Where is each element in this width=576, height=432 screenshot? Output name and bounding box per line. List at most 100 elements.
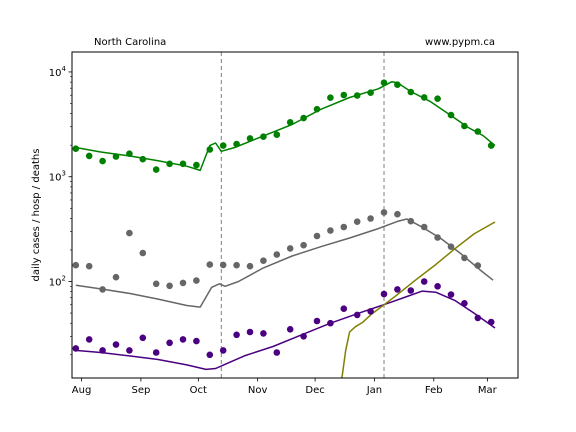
cases-point-15 bbox=[273, 131, 281, 138]
deaths-point-13 bbox=[246, 328, 254, 336]
cases-point-9 bbox=[193, 161, 200, 169]
x-tick-label-4: Dec bbox=[305, 385, 324, 396]
hospitalized-point-12 bbox=[233, 261, 240, 269]
hospitalized-point-8 bbox=[179, 279, 187, 287]
hospitalized-point-0 bbox=[72, 261, 80, 269]
hospitalized-point-29 bbox=[461, 254, 468, 262]
cases-point-8 bbox=[179, 160, 187, 168]
hospitalized-point-13 bbox=[246, 262, 254, 270]
deaths-point-9 bbox=[193, 337, 200, 345]
deaths-point-11 bbox=[219, 347, 227, 354]
x-tick-label-2: Oct bbox=[190, 385, 207, 396]
deaths-point-18 bbox=[313, 317, 321, 325]
data-layer bbox=[72, 52, 496, 378]
x-tick-label-6: Feb bbox=[425, 385, 443, 396]
hospitalized-point-1 bbox=[85, 262, 93, 270]
hospitalized-point-5 bbox=[139, 249, 147, 257]
deaths-point-23 bbox=[380, 290, 388, 298]
deaths-point-3 bbox=[112, 341, 120, 348]
deaths-point-20 bbox=[340, 305, 348, 313]
cases-point-3 bbox=[112, 153, 120, 160]
cases-point-5 bbox=[139, 155, 147, 163]
hospitalized-point-26 bbox=[420, 223, 428, 231]
cases-point-30 bbox=[474, 128, 482, 135]
deaths-point-1 bbox=[85, 336, 93, 343]
y-tick-label-2: 104 bbox=[49, 65, 67, 79]
hospitalized-point-30 bbox=[474, 262, 482, 269]
hospitalized-point-6 bbox=[152, 280, 160, 288]
deaths-point-27 bbox=[434, 283, 441, 290]
hospitalized-point-27 bbox=[434, 234, 441, 241]
cases-point-25 bbox=[407, 88, 415, 96]
x-tick-label-3: Nov bbox=[248, 385, 268, 396]
header-left-text: North Carolina bbox=[94, 37, 166, 48]
cases-point-12 bbox=[233, 140, 240, 148]
cases-point-29 bbox=[461, 122, 468, 130]
cases-point-28 bbox=[447, 111, 455, 119]
cases-point-22 bbox=[367, 89, 374, 96]
deaths-point-7 bbox=[166, 339, 173, 347]
hospitalized-point-25 bbox=[407, 217, 415, 225]
deaths-point-12 bbox=[233, 331, 240, 339]
cases-point-13 bbox=[246, 135, 254, 142]
deaths-point-4 bbox=[126, 347, 133, 354]
hospitalized-point-15 bbox=[273, 251, 281, 258]
projection-model-line bbox=[341, 221, 496, 378]
hospitalized-point-19 bbox=[327, 227, 334, 234]
x-tick-label-1: Sep bbox=[131, 385, 150, 396]
hospitalized-point-24 bbox=[394, 210, 401, 218]
cases-point-24 bbox=[394, 81, 401, 88]
deaths-point-17 bbox=[300, 333, 307, 340]
cases-point-23 bbox=[380, 79, 388, 86]
hospitalized-point-4 bbox=[126, 229, 133, 237]
y-tick-label-1: 103 bbox=[49, 170, 66, 184]
cases-point-20 bbox=[340, 91, 348, 99]
hospitalized-point-23 bbox=[380, 209, 388, 216]
deaths-point-24 bbox=[394, 286, 401, 293]
deaths-point-28 bbox=[447, 291, 455, 298]
cases-point-16 bbox=[286, 119, 294, 126]
hospitalized-point-20 bbox=[340, 223, 348, 231]
deaths-point-25 bbox=[407, 287, 415, 294]
y-axis-label: daily cases / hosp / deaths bbox=[31, 149, 42, 282]
cases-point-17 bbox=[300, 114, 307, 122]
hospitalized-point-21 bbox=[353, 218, 361, 225]
deaths-point-10 bbox=[206, 351, 214, 359]
cases-point-7 bbox=[166, 160, 173, 168]
cases-point-26 bbox=[420, 94, 428, 101]
header-right-text: www.pypm.ca bbox=[425, 37, 495, 48]
cases-point-6 bbox=[152, 166, 160, 173]
deaths-point-14 bbox=[260, 330, 267, 337]
hospitalized-model-line bbox=[75, 218, 494, 308]
cases-point-14 bbox=[260, 133, 267, 140]
deaths-point-15 bbox=[273, 349, 281, 356]
cases-point-21 bbox=[353, 92, 361, 99]
cases-point-0 bbox=[72, 145, 80, 152]
cases-point-11 bbox=[219, 142, 227, 149]
plot-area: Aug Sep Oct Nov Dec Jan Feb Mar 102 103 104 bbox=[49, 51, 519, 396]
hospitalized-point-28 bbox=[447, 243, 455, 250]
deaths-point-19 bbox=[327, 319, 334, 327]
hospitalized-point-22 bbox=[367, 215, 374, 222]
hospitalized-point-17 bbox=[300, 241, 307, 249]
deaths-point-16 bbox=[286, 326, 294, 333]
hospitalized-point-18 bbox=[313, 232, 321, 240]
deaths-point-8 bbox=[179, 336, 187, 343]
hospitalized-point-10 bbox=[206, 261, 214, 268]
deaths-point-22 bbox=[367, 308, 374, 315]
hospitalized-point-7 bbox=[166, 282, 173, 290]
deaths-point-31 bbox=[487, 318, 495, 326]
hospitalized-point-9 bbox=[193, 277, 200, 284]
deaths-point-0 bbox=[72, 345, 80, 352]
cases-point-27 bbox=[434, 95, 441, 102]
x-tick-label-5: Jan bbox=[366, 385, 382, 396]
deaths-point-30 bbox=[474, 314, 482, 322]
deaths-point-5 bbox=[139, 334, 147, 342]
hospitalized-point-11 bbox=[219, 261, 227, 269]
deaths-point-26 bbox=[420, 278, 428, 285]
deaths-point-29 bbox=[461, 300, 468, 307]
cases-point-1 bbox=[85, 152, 93, 160]
hospitalized-point-16 bbox=[286, 245, 294, 252]
